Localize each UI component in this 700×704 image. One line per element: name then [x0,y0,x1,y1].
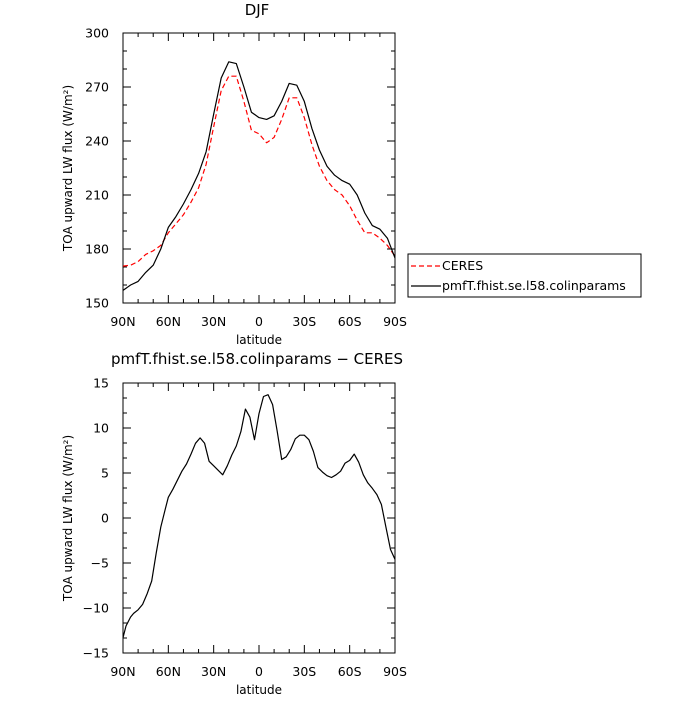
diff-x-tick-label: 90S [383,664,407,679]
legend-label-model: pmfT.fhist.se.l58.colinparams [442,278,626,293]
diff-x-tick-label: 30S [292,664,316,679]
flux-x-tick-label: 60S [338,314,362,329]
diff-y-tick-label: −10 [83,601,109,616]
chart-2-title: pmfT.fhist.se.l58.colinparams − CERES [111,350,403,368]
diff-y-axis-label: TOA upward LW flux (W/m²) [61,435,75,602]
difference-plot: −15 −10 −5 0 5 10 15 90N 60N 30N 0 30S 60S 90S latitud… [61,376,407,698]
diff-plot-frame [122,382,396,654]
chart-title: DJF [245,1,270,19]
flux-y-tick-label: 270 [85,80,109,95]
flux-x-tick-label: 30N [201,314,226,329]
flux-x-tick-label: 30S [292,314,316,329]
legend: CERES pmfT.fhist.se.l58.colinparams [407,253,642,298]
flux-x-tick-label: 0 [255,314,263,329]
flux-y-tick-label: 300 [85,26,109,41]
diff-y-tick-label: 0 [101,511,109,526]
flux-series-line-0 [122,75,396,267]
flux-y-tick-label: 180 [85,242,109,257]
flux-x-tick-label: 60N [156,314,181,329]
diff-series-line-0 [122,394,396,638]
diff-x-tick-label: 90N [110,664,135,679]
flux-series-line-1 [122,61,396,291]
diff-x-tick-label: 30N [201,664,226,679]
flux-y-tick-label: 240 [85,134,109,149]
flux-x-tick-label: 90N [110,314,135,329]
diff-y-tick-label: −15 [83,646,109,661]
legend-box [407,253,642,298]
diff-x-tick-label: 60N [156,664,181,679]
flux-x-tick-label: 90S [383,314,407,329]
diff-x-tick-label: 60S [338,664,362,679]
flux-plot-frame [122,32,396,304]
diff-x-tick-label: 0 [255,664,263,679]
flux-y-axis-label: TOA upward LW flux (W/m²) [61,85,75,252]
legend-label-ceres: CERES [442,258,483,273]
diff-y-tick-label: 10 [93,421,109,436]
flux-y-tick-label: 210 [85,188,109,203]
flux-plot: 150 180 210 240 270 300 90N 60N 30N 0 30S 60S 90S lat… [61,26,407,348]
flux-x-axis-label: latitude [236,333,282,347]
flux-y-tick-label: 150 [85,296,109,311]
diff-y-tick-label: 5 [101,466,109,481]
diff-x-axis-label: latitude [236,683,282,697]
diff-y-tick-label: −5 [91,556,109,571]
diff-y-tick-label: 15 [93,376,109,391]
